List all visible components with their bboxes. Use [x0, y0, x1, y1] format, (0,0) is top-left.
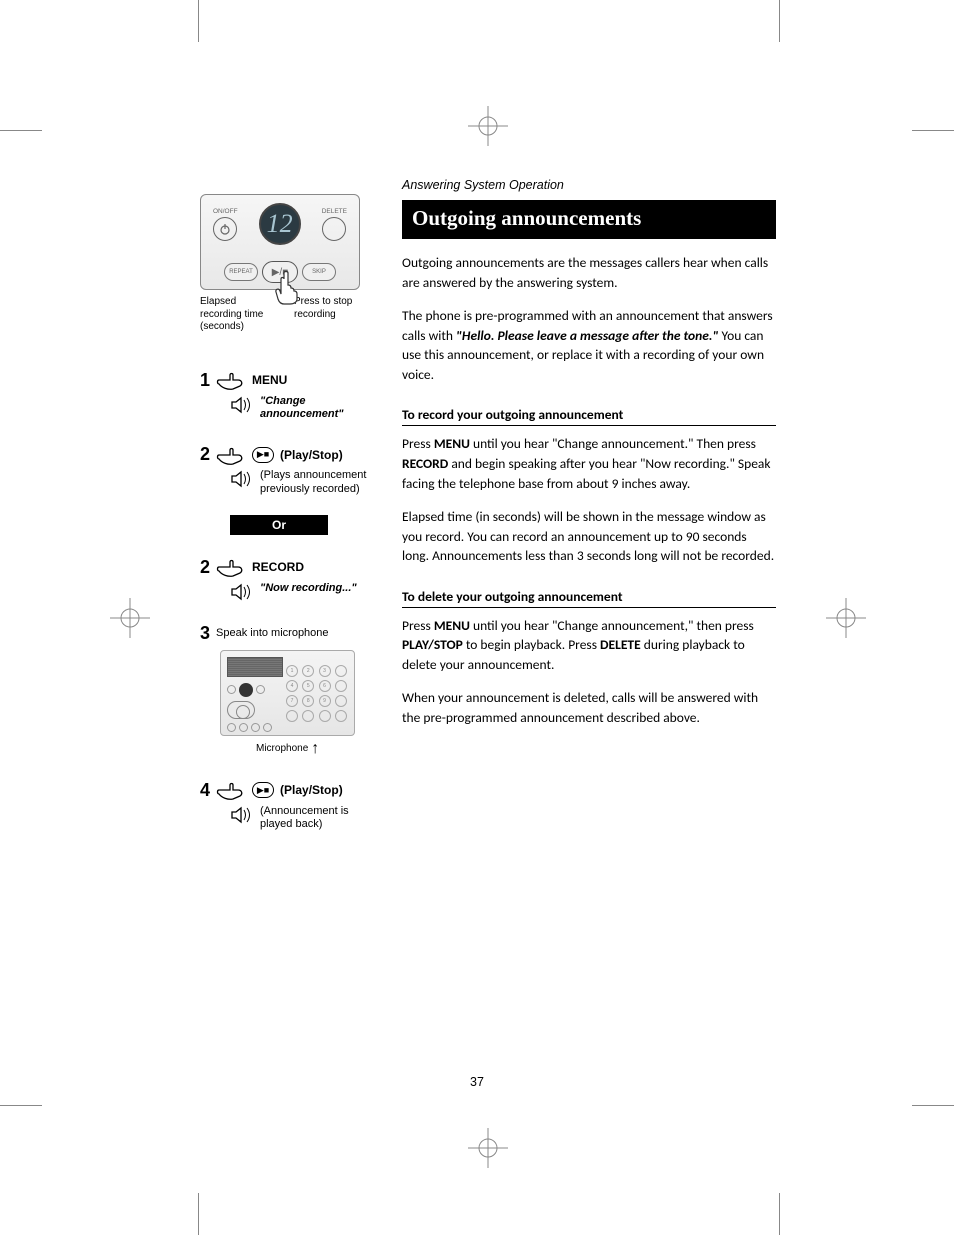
delete-para-2: When your announcement is deleted, calls… — [402, 688, 776, 727]
step-sub-text: "Now recording..." — [260, 582, 357, 596]
crop-mark — [933, 1105, 934, 1106]
intro-para-1: Outgoing announcements are the messages … — [402, 253, 776, 292]
menu-cmd: MENU — [434, 617, 470, 634]
step-3: 3 Speak into microphone 123 456 789 M — [200, 623, 370, 758]
playstop-pill-icon: ▶■ — [252, 782, 274, 798]
step-label: (Play/Stop) — [280, 783, 343, 797]
registration-mark-icon — [468, 106, 508, 146]
phone-controls — [227, 683, 283, 727]
step-4: 4 ▶■ (Play/Stop) (Announcement is played… — [200, 780, 370, 833]
section-label: Answering System Operation — [402, 178, 776, 192]
onoff-label: ON/OFF — [213, 208, 238, 215]
press-finger-icon — [216, 780, 246, 800]
press-finger-icon — [216, 370, 246, 390]
speaker-icon — [230, 470, 252, 488]
step-number: 1 — [200, 370, 210, 391]
step-label: RECORD — [252, 560, 304, 574]
record-cmd: RECORD — [402, 455, 448, 472]
skip-button: SKIP — [302, 263, 336, 281]
step-number: 2 — [200, 444, 210, 465]
record-para-2: Elapsed time (in seconds) will be shown … — [402, 507, 776, 566]
main-column: Answering System Operation Outgoing anno… — [402, 178, 776, 742]
intro-para-2: The phone is pre-programmed with an anno… — [402, 306, 776, 384]
page-number: 37 — [0, 1075, 954, 1089]
press-finger-icon — [216, 445, 246, 465]
subheading-delete: To delete your outgoing announcement — [402, 588, 776, 608]
record-para-1: Press MENU until you hear "Change announ… — [402, 434, 776, 493]
sidebar-column: ON/OFF 12 DELETE REPEAT ▶/■ SKIP — [200, 194, 370, 832]
step-1: 1 MENU "Change announcement" — [200, 370, 370, 423]
speaker-icon — [230, 396, 252, 414]
up-arrow-icon: ↑ — [311, 740, 319, 758]
device-console-illustration: ON/OFF 12 DELETE REPEAT ▶/■ SKIP — [200, 194, 360, 290]
phone-keypad: 123 456 789 — [286, 665, 348, 722]
manual-page: Answering System Operation Outgoing anno… — [0, 0, 954, 1235]
text: until you hear "Change announcement," th… — [470, 617, 754, 634]
text: Press — [402, 435, 434, 452]
default-announcement-text: "Hello. Please leave a message after the… — [456, 327, 718, 344]
text: Press — [402, 617, 434, 634]
step-number: 4 — [200, 780, 210, 801]
speaker-icon — [230, 806, 252, 824]
delete-label: DELETE — [322, 208, 347, 215]
repeat-button: REPEAT — [224, 263, 258, 281]
microphone-label: Microphone — [256, 743, 308, 754]
playstop-cmd: PLAY/STOP — [402, 636, 463, 653]
delete-para-1: Press MENU until you hear "Change announ… — [402, 616, 776, 675]
crop-mark — [779, 21, 780, 22]
registration-mark-icon — [110, 598, 150, 638]
crop-mark — [198, 1214, 199, 1215]
or-divider: Or — [230, 515, 328, 535]
step-sub-text: (Announcement is played back) — [260, 805, 370, 833]
pressing-hand-icon — [273, 271, 299, 307]
step-2b: 2 RECORD "Now recording..." — [200, 557, 370, 601]
microphone-label-row: Microphone ↑ — [256, 740, 370, 758]
step-number: 2 — [200, 557, 210, 578]
step-sub-text: (Plays announcement previously recorded) — [260, 469, 370, 497]
caption-elapsed: Elapsed recording time (seconds) — [200, 296, 276, 334]
delete-cmd: DELETE — [600, 636, 641, 653]
text: to begin playback. Press — [463, 636, 600, 653]
step-label: (Play/Stop) — [280, 448, 343, 462]
elapsed-time-display: 12 — [259, 203, 301, 245]
step-label: Speak into microphone — [216, 627, 329, 639]
crop-mark — [779, 1214, 780, 1215]
speaker-icon — [230, 583, 252, 601]
delete-button-icon — [322, 217, 346, 241]
crop-mark — [198, 21, 199, 22]
text: and begin speaking after you hear "Now r… — [402, 455, 771, 492]
caption-press-stop: Press to stop recording — [294, 296, 370, 334]
playstop-pill-icon: ▶■ — [252, 447, 274, 463]
step-2a: 2 ▶■ (Play/Stop) (Plays announcement pre… — [200, 444, 370, 497]
device-top-row: ON/OFF 12 DELETE — [207, 203, 353, 245]
crop-mark — [21, 1105, 22, 1106]
crop-mark — [21, 130, 22, 131]
subheading-record: To record your outgoing announcement — [402, 406, 776, 426]
phone-screen — [227, 657, 283, 677]
text: until you hear "Change announcement." Th… — [470, 435, 756, 452]
menu-cmd: MENU — [434, 435, 470, 452]
press-finger-icon — [216, 557, 246, 577]
crop-mark — [933, 130, 934, 131]
registration-mark-icon — [468, 1128, 508, 1168]
step-label: MENU — [252, 373, 287, 387]
registration-mark-icon — [826, 598, 866, 638]
power-button-icon — [213, 217, 237, 241]
step-sub-text: "Change announcement" — [260, 395, 370, 423]
page-title: Outgoing announcements — [402, 200, 776, 239]
step-number: 3 — [200, 623, 210, 644]
phone-base-illustration: 123 456 789 — [220, 650, 355, 736]
